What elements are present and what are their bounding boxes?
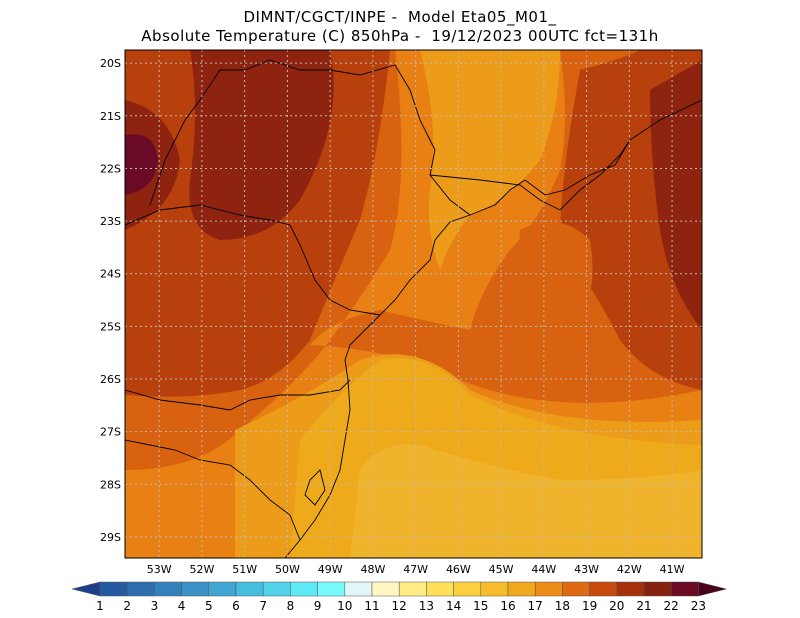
field-t17-center (420, 50, 560, 270)
lon-label: 48W (360, 563, 385, 576)
colorbar-segment (99, 581, 128, 597)
colorbar-label: 23 (691, 599, 706, 613)
colorbar-label: 17 (528, 599, 543, 613)
colorbar-label: 5 (205, 599, 213, 613)
lon-label: 47W (403, 563, 428, 576)
colorbar-segment (126, 581, 155, 597)
colorbar-segment (181, 581, 210, 597)
lat-label: 29S (100, 531, 121, 544)
colorbar-segment (480, 581, 509, 597)
lat-label: 21S (100, 110, 121, 123)
colorbar-labels: 1 2 3 4 5 6 7 8 9 10 11 12 13 14 15 16 17 18 19 20 21 22 23 (96, 599, 706, 613)
lon-label: 50W (275, 563, 300, 576)
field-t21-east2 (650, 60, 702, 330)
colorbar-label: 18 (555, 599, 570, 613)
field-t19-sub (515, 222, 593, 340)
colorbar-segment (534, 581, 563, 597)
lon-label: 43W (574, 563, 599, 576)
lon-label: 49W (318, 563, 343, 576)
lon-label: 45W (489, 563, 514, 576)
coastline (284, 99, 702, 558)
colorbar-segment (562, 581, 590, 597)
temperature-field (125, 50, 702, 558)
colorbar-label: 1 (96, 599, 104, 613)
colorbar-label: 16 (500, 599, 515, 613)
colorbar-arrow-right (698, 581, 727, 597)
lat-label: 23S (100, 215, 121, 228)
colorbar-segment (453, 581, 482, 597)
colorbar-label: 10 (337, 599, 352, 613)
colorbar-label: 15 (473, 599, 488, 613)
colorbar-label: 6 (232, 599, 240, 613)
colorbar-label: 8 (287, 599, 295, 613)
colorbar-segment (154, 581, 182, 597)
field-t21-west (189, 50, 334, 240)
colorbar-label: 21 (636, 599, 651, 613)
colorbar-segment (507, 581, 536, 597)
colorbar-label: 19 (582, 599, 597, 613)
colorbar-segment (643, 581, 672, 597)
colorbar-label: 11 (364, 599, 379, 613)
lat-label: 26S (100, 373, 121, 386)
lon-label: 53W (147, 563, 172, 576)
colorbar-segment (208, 581, 237, 597)
colorbar-arrow-left (71, 581, 101, 597)
lat-label: 24S (100, 268, 121, 281)
lat-label: 20S (100, 57, 121, 70)
lon-label: 42W (617, 563, 642, 576)
state-border-1 (125, 204, 381, 316)
lagoon (304, 469, 326, 506)
map-frame (124, 49, 703, 559)
lat-lon-grid (125, 50, 702, 558)
colorbar-segment (670, 581, 699, 597)
colorbar-segment (398, 581, 427, 597)
latitude-labels: 20S 21S 22S 23S 24S 25S 26S 27S 28S 29S (100, 57, 121, 544)
colorbar-segment (290, 581, 318, 597)
colorbar-label: 3 (151, 599, 159, 613)
colorbar-segment (262, 581, 291, 597)
lon-label: 46W (446, 563, 471, 576)
colorbar-label: 9 (314, 599, 322, 613)
state-border-5 (125, 439, 301, 541)
lon-label: 41W (660, 563, 685, 576)
colorbar-segment (344, 581, 373, 597)
field-t22-west (125, 134, 158, 195)
lat-label: 27S (100, 426, 121, 439)
colorbar-label: 14 (446, 599, 461, 613)
map-title-line1: DIMNT/CGCT/INPE - Model Eta05_M01_ (243, 8, 557, 26)
colorbar-label: 4 (178, 599, 186, 613)
colorbar-segment (589, 581, 618, 597)
state-border-3 (429, 139, 631, 211)
longitude-labels: 53W 52W 51W 50W 49W 48W 47W 46W 45W 44W 43W 42W 41W (147, 563, 685, 576)
colorbar-segment (235, 581, 264, 597)
lat-label: 22S (100, 162, 121, 175)
colorbar-label: 2 (123, 599, 131, 613)
colorbar-label: 20 (609, 599, 624, 613)
lon-label: 44W (531, 563, 556, 576)
colorbar-segment (616, 581, 645, 597)
lon-label: 51W (232, 563, 257, 576)
colorbar-label: 12 (392, 599, 407, 613)
colorbar-segment (371, 581, 400, 597)
colorbar-segment (426, 581, 454, 597)
colorbar-label: 13 (419, 599, 434, 613)
colorbar (71, 581, 727, 597)
map-title-line2: Absolute Temperature (C) 850hPa - 19/12/… (141, 27, 659, 45)
lat-label: 28S (100, 478, 121, 491)
lat-label: 25S (100, 320, 121, 333)
colorbar-label: 22 (664, 599, 679, 613)
field-t15-south (350, 444, 702, 558)
lon-label: 52W (189, 563, 214, 576)
colorbar-segment (317, 581, 346, 597)
field-t20-west2 (125, 300, 200, 392)
colorbar-label: 7 (259, 599, 267, 613)
